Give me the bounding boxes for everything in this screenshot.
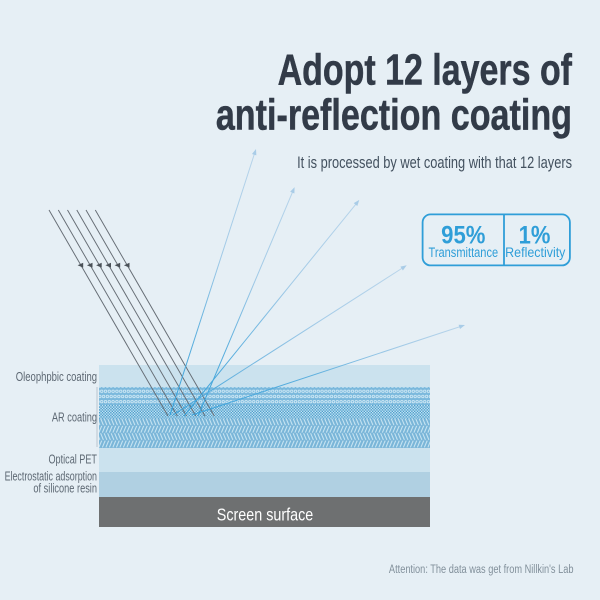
svg-text:Reflectivity: Reflectivity: [505, 244, 566, 260]
svg-text:Optical PET: Optical PET: [48, 453, 97, 467]
svg-text:1%: 1%: [519, 221, 551, 249]
svg-text:Transmittance: Transmittance: [428, 245, 498, 261]
svg-text:anti-reflection coating: anti-reflection coating: [216, 90, 572, 139]
svg-text:of silicone resin: of silicone resin: [33, 482, 97, 496]
svg-text:AR coating: AR coating: [52, 411, 97, 425]
svg-text:Adopt 12 layers of: Adopt 12 layers of: [278, 45, 573, 94]
svg-text:95%: 95%: [441, 222, 485, 250]
svg-text:It is processed by wet coating: It is processed by wet coating with that…: [297, 155, 572, 173]
svg-text:Electrostatic adsorption: Electrostatic adsorption: [5, 470, 97, 484]
svg-text:Screen surface: Screen surface: [217, 506, 314, 525]
svg-text:Oleophpbic coating: Oleophpbic coating: [16, 371, 97, 385]
svg-text:Attention: The data was get fr: Attention: The data was get from Nillkin…: [389, 563, 574, 576]
